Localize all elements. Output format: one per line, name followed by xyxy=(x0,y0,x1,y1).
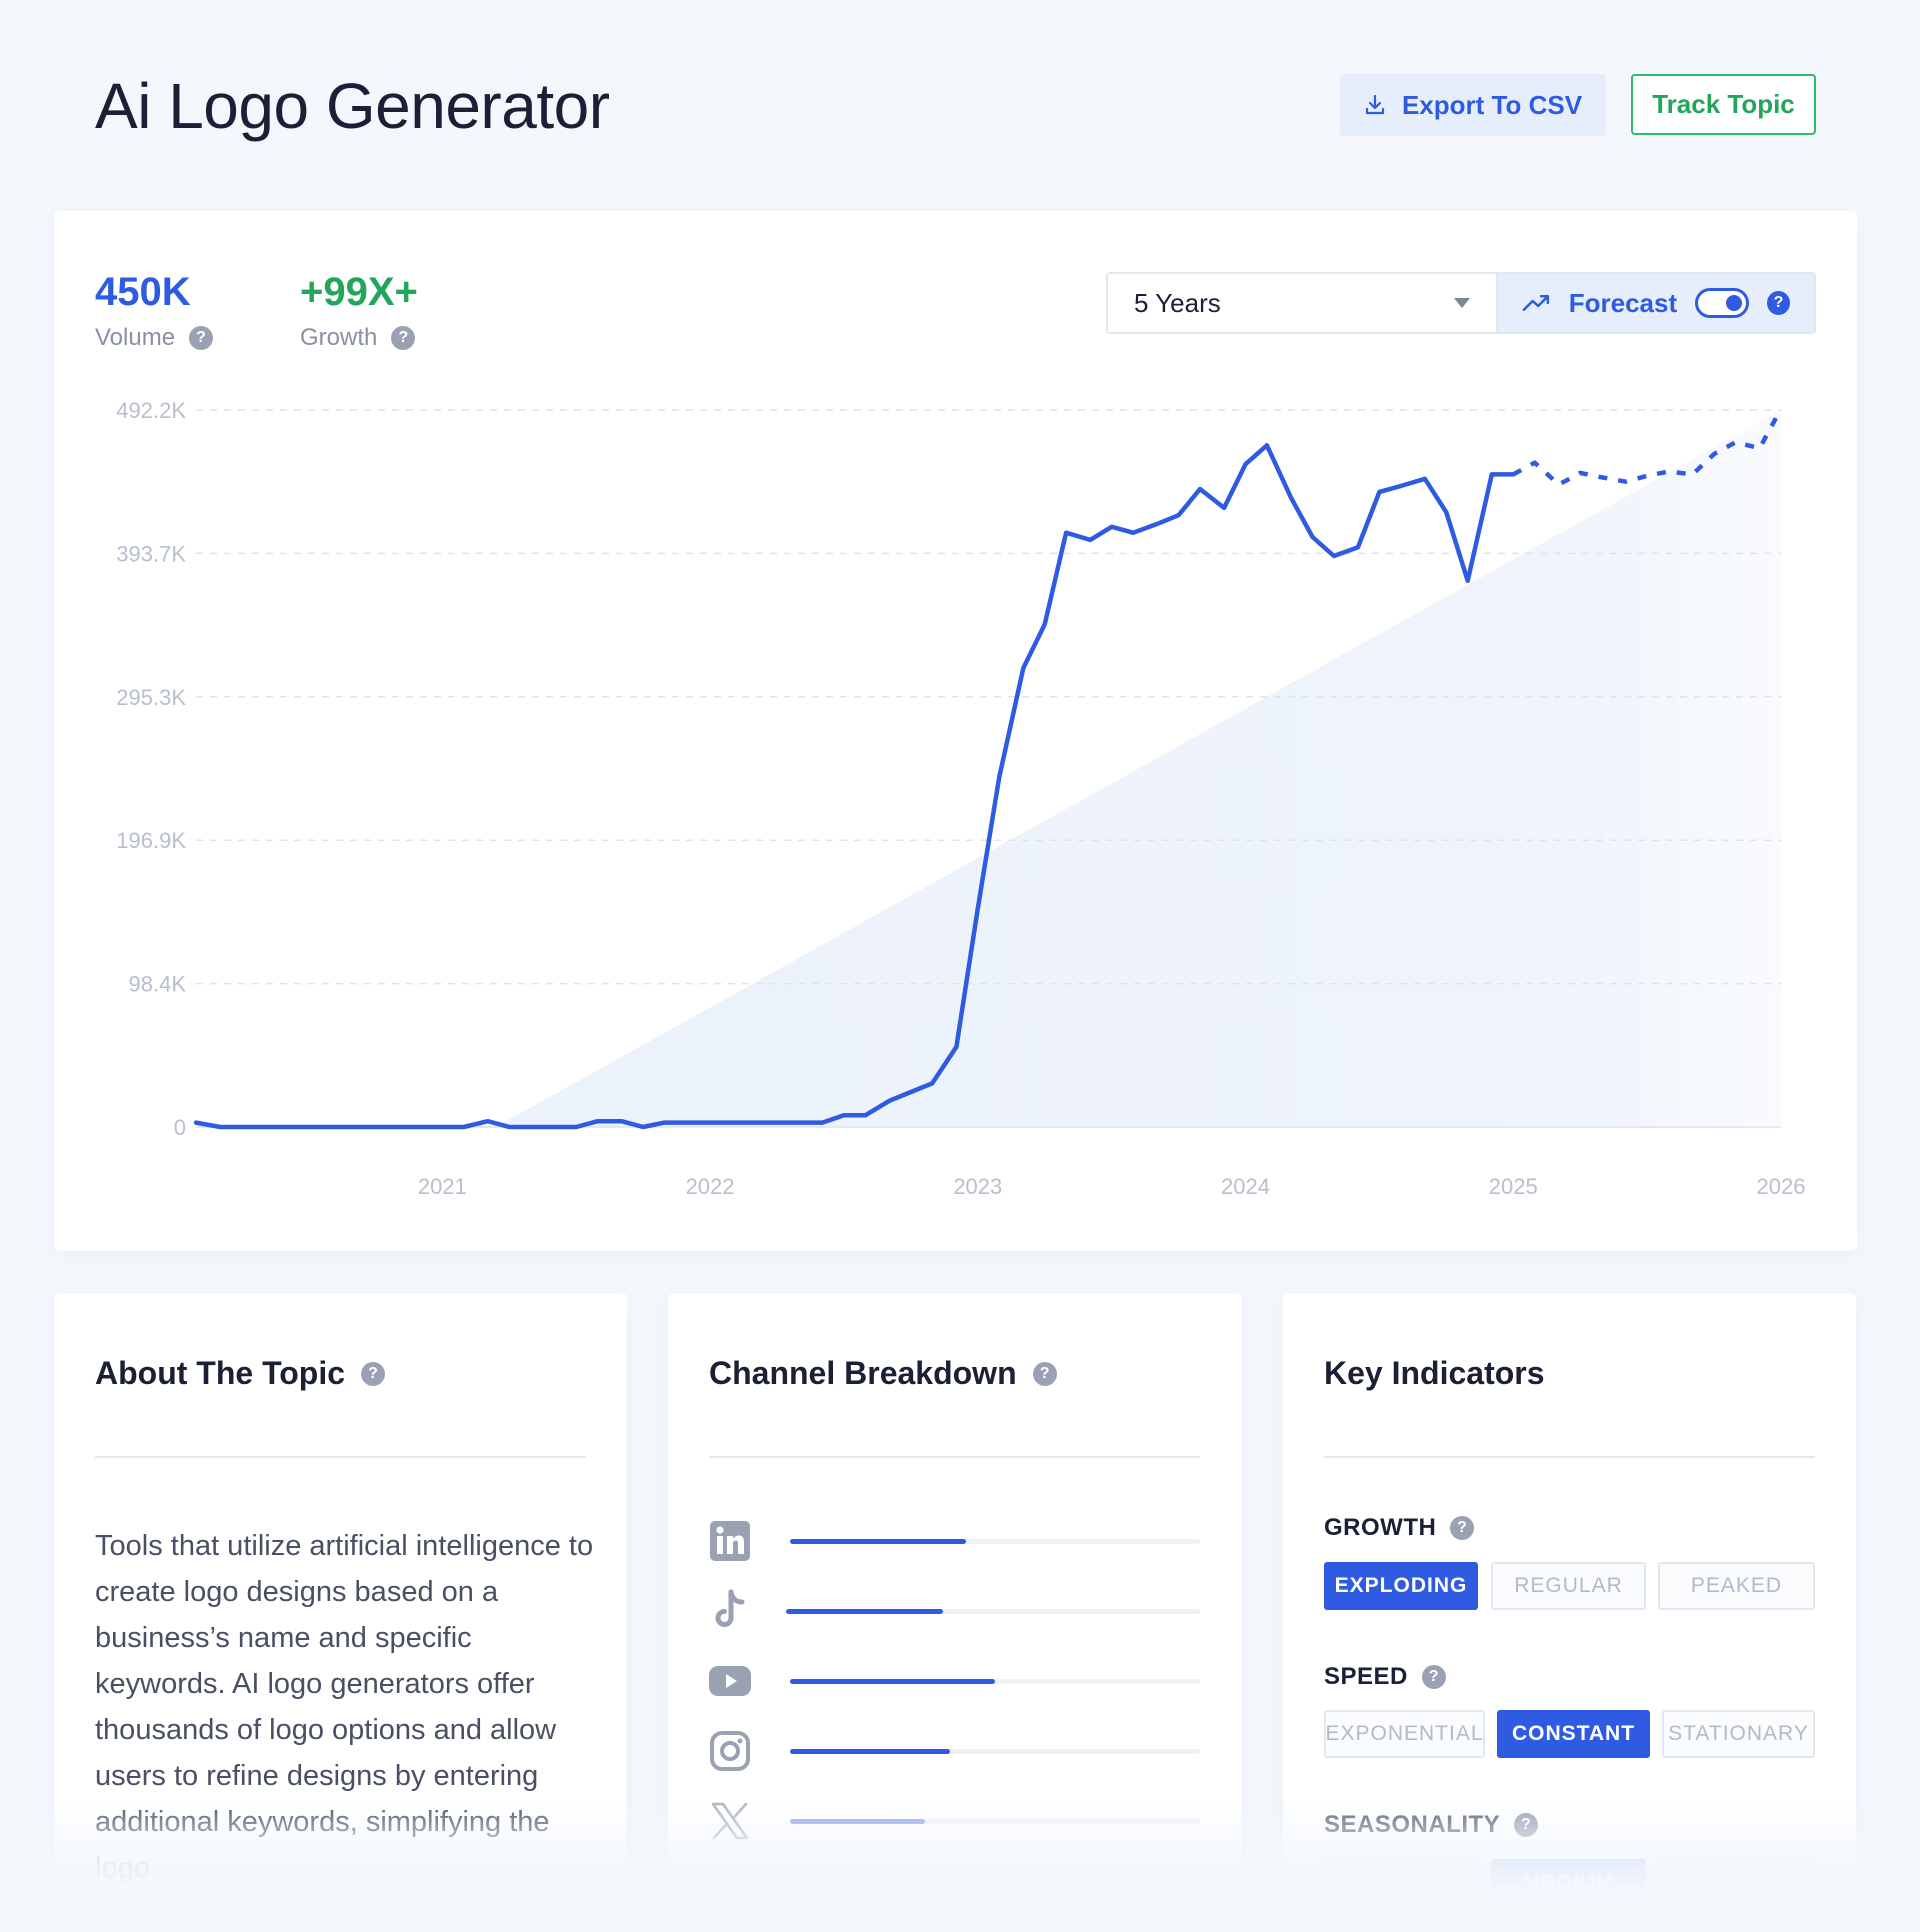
track-topic-button[interactable]: Track Topic xyxy=(1631,74,1816,135)
volume-line xyxy=(193,443,1516,1130)
trend-chart: 0 98.4K 196.9K 295.3K 393.7K 492.2K 2021 2022 20… xyxy=(116,398,1806,1199)
forecast-toggle[interactable] xyxy=(1695,288,1750,318)
growth-chip-peaked[interactable]: PEAKED xyxy=(1658,1562,1815,1610)
indicators-panel: Key Indicators GROWTH ? EXPLODING REGULA… xyxy=(1283,1293,1856,1932)
growth-chip-regular[interactable]: REGULAR xyxy=(1491,1562,1646,1610)
youtube-icon xyxy=(709,1666,751,1696)
channel-row-linkedin[interactable] xyxy=(708,1519,1200,1563)
seasonality-indicator-label: SEASONALITY ? xyxy=(1324,1811,1539,1839)
y-tick-label: 393.7K xyxy=(116,541,186,566)
page-title: Ai Logo Generator xyxy=(95,70,610,142)
export-csv-button[interactable]: Export To CSV xyxy=(1340,74,1606,136)
channel-bar-fill xyxy=(790,1819,926,1824)
about-description: Tools that utilize artificial intelligen… xyxy=(95,1530,594,1884)
x-tick-label: 2022 xyxy=(686,1174,735,1199)
linkedin-icon xyxy=(710,1521,750,1561)
seasonality-chip-high[interactable]: HIGH xyxy=(1324,1859,1478,1907)
about-help-icon[interactable]: ? xyxy=(361,1361,386,1386)
growth-indicator-text: GROWTH xyxy=(1324,1514,1437,1541)
y-tick-label: 492.2K xyxy=(116,398,186,423)
y-tick-label: 196.9K xyxy=(116,828,186,853)
download-icon xyxy=(1365,94,1385,115)
x-tick-label: 2023 xyxy=(953,1174,1002,1199)
trend-area xyxy=(495,410,1781,1127)
instagram-icon xyxy=(710,1731,750,1771)
channel-bar-track xyxy=(790,1749,1200,1754)
growth-value: +99X+ xyxy=(300,270,418,314)
x-tick-label: 2024 xyxy=(1221,1174,1270,1199)
indicators-divider xyxy=(1324,1456,1815,1458)
indicators-title: Key Indicators xyxy=(1324,1355,1545,1391)
growth-indicator-help-icon[interactable]: ? xyxy=(1450,1516,1475,1540)
channel-bar-fill xyxy=(786,1609,944,1614)
about-divider xyxy=(95,1456,586,1458)
seasonality-chip-medium[interactable]: MEDIUM xyxy=(1491,1859,1646,1907)
channel-panel: Channel Breakdown ? xyxy=(668,1293,1242,1932)
growth-stat: +99X+ Growth ? xyxy=(300,268,418,352)
channel-bar-track xyxy=(790,1539,1200,1544)
y-tick-label: 98.4K xyxy=(129,972,187,997)
forecast-help-icon[interactable]: ? xyxy=(1767,291,1790,315)
channel-bar-fill xyxy=(790,1749,950,1754)
seasonality-indicator-help-icon[interactable]: ? xyxy=(1514,1813,1539,1837)
x-tick-label: 2021 xyxy=(418,1174,467,1199)
speed-chip-exponential[interactable]: EXPONENTIAL xyxy=(1324,1710,1485,1758)
export-csv-label: Export To CSV xyxy=(1401,89,1583,120)
channel-bar-track xyxy=(790,1679,1200,1684)
trend-chart-card: 0 98.4K 196.9K 295.3K 393.7K 492.2K 2021 2022 20… xyxy=(54,211,1857,1251)
time-range-select[interactable]: 5 Years xyxy=(1106,272,1496,334)
seasonality-indicator-text: SEASONALITY xyxy=(1324,1811,1501,1838)
volume-label: Volume xyxy=(95,324,176,351)
tiktok-icon xyxy=(715,1589,745,1627)
chevron-down-icon xyxy=(1454,298,1470,308)
volume-value: 450K xyxy=(95,270,191,314)
about-title: About The Topic xyxy=(95,1355,346,1391)
x-tick-label: 2025 xyxy=(1489,1174,1538,1199)
speed-indicator-help-icon[interactable]: ? xyxy=(1421,1665,1446,1689)
channel-bar-track xyxy=(790,1819,1200,1824)
channel-bar-fill xyxy=(790,1539,967,1544)
y-tick-label: 295.3K xyxy=(116,685,186,710)
channel-row-tiktok[interactable] xyxy=(708,1589,1200,1633)
channel-bar-track xyxy=(786,1609,1200,1614)
speed-chip-stationary[interactable]: STATIONARY xyxy=(1662,1710,1815,1758)
seasonality-chip-low[interactable]: LOW xyxy=(1658,1859,1815,1907)
trending-up-icon xyxy=(1522,295,1550,311)
x-icon xyxy=(711,1802,749,1840)
growth-help-icon[interactable]: ? xyxy=(391,326,416,350)
speed-chip-constant[interactable]: CONSTANT xyxy=(1497,1710,1650,1758)
channel-row-instagram[interactable] xyxy=(708,1729,1200,1773)
volume-help-icon[interactable]: ? xyxy=(189,326,214,350)
channel-divider xyxy=(709,1456,1200,1458)
growth-label: Growth xyxy=(300,324,378,351)
channel-bar-fill xyxy=(790,1679,995,1684)
about-panel: About The Topic ? Tools that utilize art… xyxy=(54,1293,627,1932)
y-tick-label: 0 xyxy=(174,1115,186,1140)
time-range-value: 5 Years xyxy=(1134,287,1221,318)
channel-row-youtube[interactable] xyxy=(708,1659,1200,1703)
forecast-label: Forecast xyxy=(1568,287,1678,318)
growth-indicator-label: GROWTH ? xyxy=(1324,1514,1475,1542)
channel-help-icon[interactable]: ? xyxy=(1032,1361,1057,1386)
speed-indicator-label: SPEED ? xyxy=(1324,1663,1446,1691)
forecast-control: Forecast ? xyxy=(1496,272,1816,334)
speed-indicator-text: SPEED xyxy=(1324,1663,1408,1690)
toggle-knob xyxy=(1726,295,1743,311)
volume-stat: 450K Volume ? xyxy=(95,268,214,352)
x-tick-label: 2026 xyxy=(1757,1174,1806,1199)
channel-row-x[interactable] xyxy=(708,1799,1200,1843)
growth-chip-exploding[interactable]: EXPLODING xyxy=(1324,1562,1478,1610)
channel-title: Channel Breakdown xyxy=(709,1355,1017,1391)
